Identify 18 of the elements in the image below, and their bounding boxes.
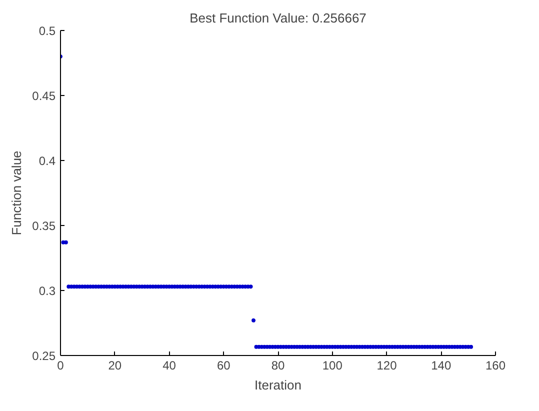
y-tick-label: 0.35	[32, 219, 56, 233]
chart-title: Best Function Value: 0.256667	[190, 10, 366, 26]
y-tick-label: 0.45	[32, 89, 56, 103]
x-tick-label: 80	[271, 358, 285, 372]
x-tick-label: 120	[376, 358, 398, 372]
x-tick-label: 40	[162, 358, 176, 372]
y-tick-label: 0.25	[32, 349, 56, 363]
y-axis-title: Function value	[9, 150, 24, 236]
y-tick-label: 0.4	[38, 154, 56, 168]
x-tick-label: 100	[322, 358, 343, 372]
x-tick-label: 160	[485, 358, 506, 372]
x-tick-label: 60	[216, 358, 231, 372]
x-tick-label: 0	[57, 358, 64, 372]
y-tick-label: 0.5	[38, 24, 56, 38]
x-tick-label: 140	[431, 358, 452, 372]
x-axis-title: Iteration	[254, 378, 302, 392]
y-tick-label: 0.3	[38, 284, 56, 298]
x-tick-label: 20	[108, 358, 122, 372]
